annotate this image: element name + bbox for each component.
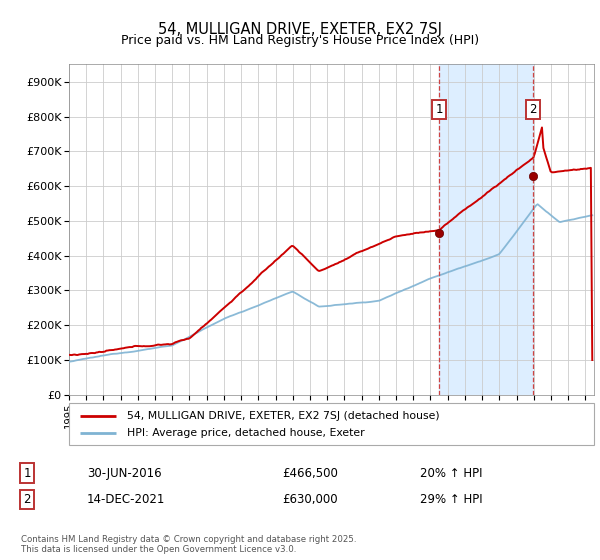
Text: 54, MULLIGAN DRIVE, EXETER, EX2 7SJ: 54, MULLIGAN DRIVE, EXETER, EX2 7SJ (158, 22, 442, 38)
Text: HPI: Average price, detached house, Exeter: HPI: Average price, detached house, Exet… (127, 428, 364, 438)
Text: 1: 1 (23, 466, 31, 480)
Text: 54, MULLIGAN DRIVE, EXETER, EX2 7SJ (detached house): 54, MULLIGAN DRIVE, EXETER, EX2 7SJ (det… (127, 411, 439, 421)
Text: 2: 2 (529, 103, 536, 116)
Text: 1: 1 (436, 103, 443, 116)
Text: £466,500: £466,500 (282, 466, 338, 480)
Text: Price paid vs. HM Land Registry's House Price Index (HPI): Price paid vs. HM Land Registry's House … (121, 34, 479, 46)
Bar (439, 64, 533, 395)
Text: 2: 2 (23, 493, 31, 506)
Text: 14-DEC-2021: 14-DEC-2021 (87, 493, 166, 506)
Text: Contains HM Land Registry data © Crown copyright and database right 2025.
This d: Contains HM Land Registry data © Crown c… (21, 535, 356, 554)
Text: 30-JUN-2016: 30-JUN-2016 (87, 466, 161, 480)
Text: £630,000: £630,000 (282, 493, 338, 506)
FancyBboxPatch shape (69, 403, 594, 445)
Text: 29% ↑ HPI: 29% ↑ HPI (420, 493, 482, 506)
Text: 20% ↑ HPI: 20% ↑ HPI (420, 466, 482, 480)
